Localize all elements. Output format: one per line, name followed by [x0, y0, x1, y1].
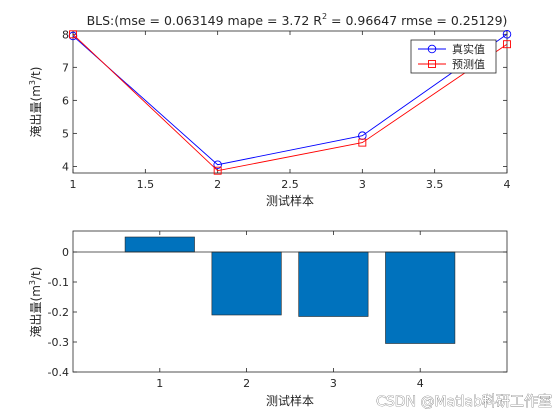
line-chart-y-label: 淹出量(m3/t)	[28, 67, 43, 138]
y-tick-label: -0.3	[48, 336, 69, 349]
y-tick-label: -0.1	[48, 276, 69, 289]
legend-entry-2: 预测值	[418, 58, 485, 71]
legend-box	[410, 39, 497, 74]
line-chart-series	[68, 30, 512, 175]
series-line-1	[72, 33, 508, 166]
legend-entry-1: 真实值	[418, 42, 485, 56]
bar	[298, 251, 369, 317]
legend-label-2: 预测值	[452, 58, 485, 71]
y-tick-label: 4	[62, 160, 69, 173]
series-line-2	[72, 33, 508, 172]
x-tick-label: 1	[70, 178, 77, 191]
legend: 真实值 预测值	[410, 39, 497, 74]
bar-chart-y-label: 淹出量(m3/t)	[28, 267, 43, 338]
bar	[385, 251, 456, 344]
y-tick-label: 0	[62, 246, 69, 259]
series-1-point	[502, 30, 512, 39]
series-2-point	[69, 30, 77, 39]
line-chart-title: BLS:(mse = 0.063149 mape = 3.72 R2 = 0.9…	[87, 12, 508, 28]
legend-label-1: 真实值	[452, 42, 485, 56]
y-tick-label: 6	[62, 94, 69, 107]
legend-marker-2	[428, 60, 436, 68]
x-tick-label: 2	[243, 377, 250, 390]
y-tick-label: -0.2	[48, 306, 69, 319]
x-tick-label: 3.5	[426, 178, 444, 191]
line-chart-y-ticks: 4 5 6 7 8	[62, 28, 507, 173]
x-tick-label: 2	[214, 178, 221, 191]
bar	[211, 251, 282, 316]
y-tick-label: 8	[62, 28, 69, 41]
series-2-point	[358, 138, 367, 147]
line-chart-x-ticks: 1 1.5 2 2.5 3 3.5 4	[70, 31, 511, 191]
x-tick-label: 3	[359, 178, 366, 191]
line-chart-x-label: 测试样本	[266, 193, 314, 208]
x-tick-label: 3	[330, 377, 337, 390]
legend-marker-1	[427, 44, 437, 54]
y-tick-label: -0.4	[48, 366, 69, 379]
x-tick-label: 4	[417, 377, 424, 390]
bar	[124, 236, 195, 253]
line-chart: BLS:(mse = 0.063149 mape = 3.72 R2 = 0.9…	[28, 12, 512, 208]
watermark: CSDN @Matlab科研工作室	[376, 393, 552, 410]
bar-chart-x-label: 测试样本	[266, 393, 314, 408]
series-2-point	[213, 166, 222, 175]
bar-chart-x-ticks: 1 2 3 4	[156, 231, 424, 390]
y-tick-label: 7	[62, 61, 69, 74]
x-tick-label: 1	[156, 377, 163, 390]
x-tick-label: 1.5	[137, 178, 155, 191]
x-tick-label: 4	[504, 178, 511, 191]
x-tick-label: 2.5	[281, 178, 299, 191]
series-1-point	[213, 160, 222, 169]
series-2-point	[503, 40, 511, 49]
y-tick-label: 5	[62, 127, 69, 140]
bar-chart-y-ticks: 0 -0.1 -0.2 -0.3 -0.4	[48, 246, 507, 379]
bar-chart-bars	[73, 236, 507, 344]
bar-chart: 0 -0.1 -0.2 -0.3 -0.4 1 2 3 4 测试样本 淹出量(m3/t)	[28, 230, 508, 408]
